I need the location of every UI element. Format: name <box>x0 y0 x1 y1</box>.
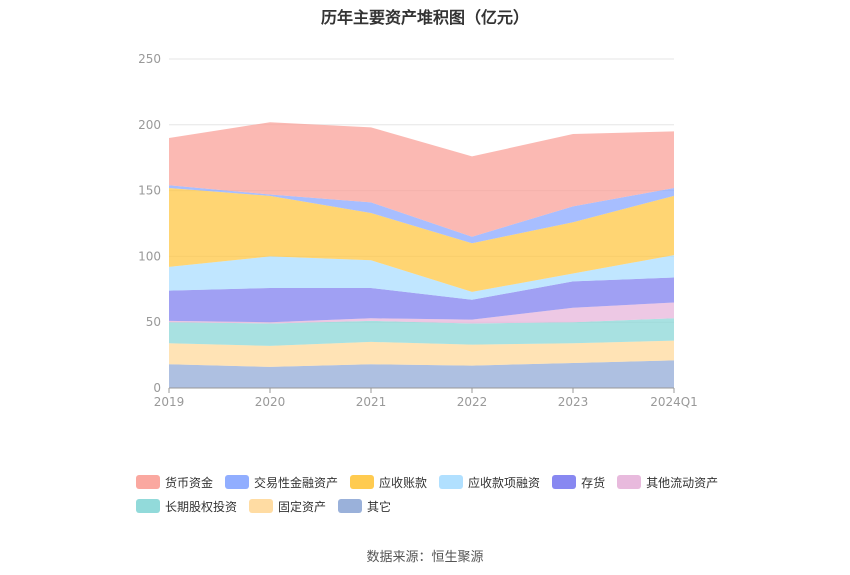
area-series-1[interactable] <box>169 340 674 367</box>
legend-label: 其它 <box>367 499 392 514</box>
legend-label: 应收款项融资 <box>468 475 541 490</box>
legend-label: 交易性金融资产 <box>254 475 339 490</box>
area-series-7[interactable] <box>169 185 674 244</box>
legend-item[interactable]: 货币资金 <box>136 473 213 491</box>
x-tick-label: 2019 <box>154 395 185 409</box>
data-source: 数据来源：恒生聚源 <box>366 550 484 565</box>
legend-item[interactable]: 交易性金融资产 <box>225 473 338 491</box>
x-tick-labels: 2019 2020 2021 2022 2023 2024Q1 <box>154 395 698 409</box>
y-tick-label: 0 <box>153 381 161 395</box>
chart-title: 历年主要资产堆积图（亿元） <box>320 8 529 27</box>
area-series-2[interactable] <box>169 318 674 346</box>
y-tick-label: 50 <box>146 315 161 329</box>
stacked-area-chart: 0 50 100 150 200 250 2019 2020 2021 2022 2023 2024… <box>138 52 698 409</box>
y-tick-label: 150 <box>138 184 161 198</box>
x-tick-label: 2023 <box>558 395 589 409</box>
legend-label: 存货 <box>581 475 606 490</box>
legend-label: 货币资金 <box>165 475 214 490</box>
legend-swatch <box>439 475 464 489</box>
legend-swatch <box>249 499 274 513</box>
legend-label: 应收账款 <box>379 475 428 490</box>
x-tick-label: 2024Q1 <box>650 395 698 409</box>
y-tick-labels: 0 50 100 150 200 250 <box>138 52 161 395</box>
legend-swatch <box>225 475 250 489</box>
axes <box>168 387 675 393</box>
y-tick-label: 250 <box>138 52 161 66</box>
legend-label: 固定资产 <box>278 499 327 514</box>
legend-label: 长期股权投资 <box>165 499 238 514</box>
legend-item[interactable]: 应收款项融资 <box>439 473 540 491</box>
x-tick-label: 2022 <box>457 395 488 409</box>
area-series <box>169 122 674 388</box>
legend-item[interactable]: 其他流动资产 <box>617 473 718 491</box>
legend-swatch <box>136 475 160 489</box>
legend-swatch <box>338 499 363 513</box>
legend-item[interactable]: 长期股权投资 <box>136 497 237 515</box>
legend-swatch <box>617 475 642 489</box>
area-series-0[interactable] <box>169 360 674 388</box>
legend-label: 其他流动资产 <box>646 475 719 490</box>
area-series-3[interactable] <box>169 302 674 324</box>
legend: 货币资金 交易性金融资产 应收账款 应收款项融资 存货 其他流动资产长期股权投资 固定资产 其… <box>136 473 756 515</box>
legend-item[interactable]: 固定资产 <box>249 497 326 515</box>
legend-swatch <box>136 499 160 513</box>
legend-item[interactable]: 应收账款 <box>350 473 427 491</box>
legend-item[interactable]: 其它 <box>338 497 391 515</box>
legend-swatch <box>350 475 375 489</box>
legend-swatch <box>552 475 577 489</box>
area-series-8[interactable] <box>169 122 674 237</box>
y-tick-label: 200 <box>138 118 161 132</box>
x-tick-label: 2020 <box>255 395 286 409</box>
area-series-4[interactable] <box>169 277 674 323</box>
x-tick-label: 2021 <box>356 395 387 409</box>
area-series-5[interactable] <box>169 255 674 300</box>
legend-item[interactable]: 存货 <box>552 473 605 491</box>
area-series-6[interactable] <box>169 188 674 292</box>
y-tick-label: 100 <box>138 249 161 263</box>
